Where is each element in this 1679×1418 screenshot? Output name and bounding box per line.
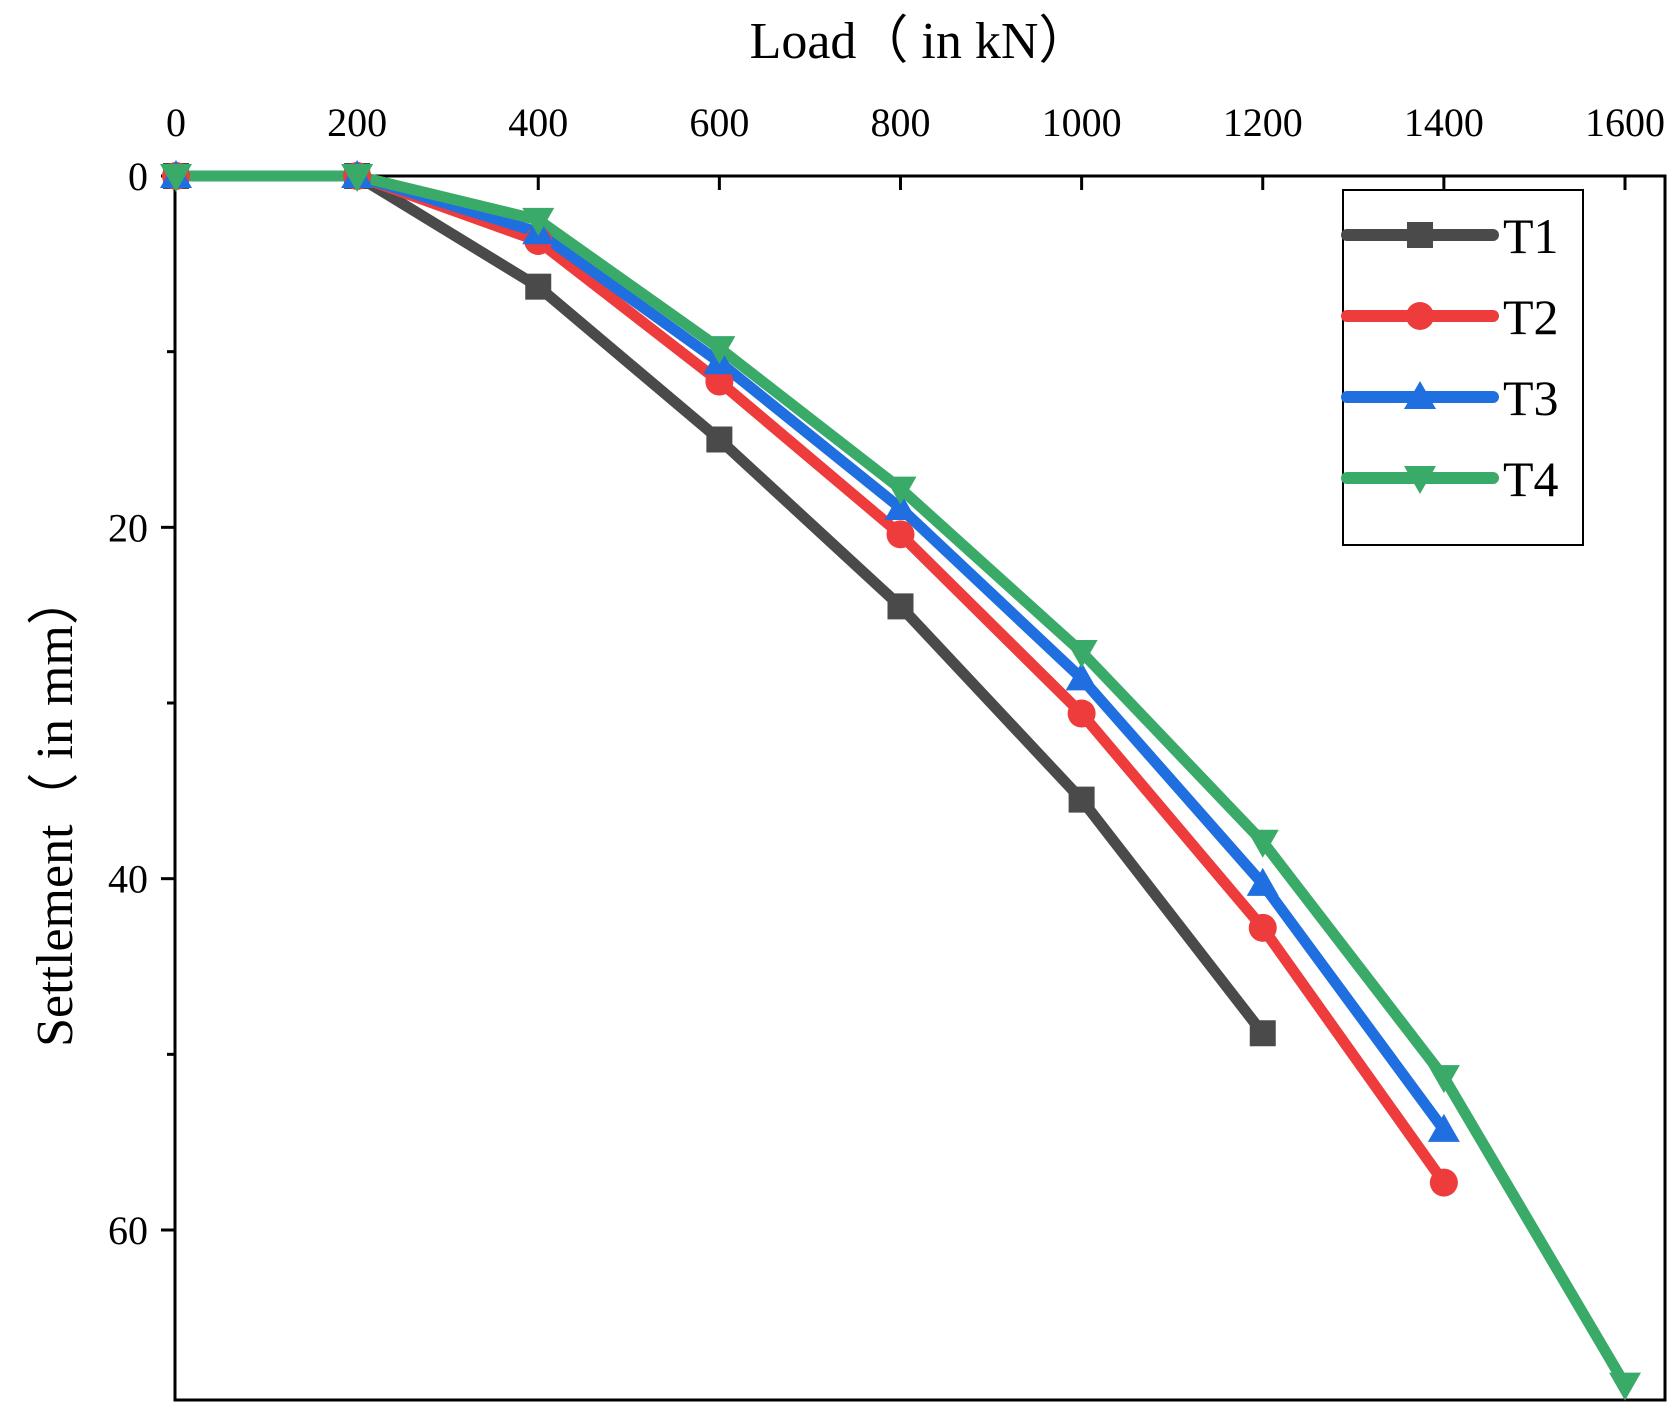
legend-marker-t1 (1407, 222, 1433, 248)
data-point-t3 (884, 492, 917, 521)
x-tick-label: 1000 (1042, 100, 1122, 145)
y-tick-label: 60 (108, 1208, 148, 1253)
legend: T1 T2 T3 T4 (1341, 189, 1584, 546)
data-point-t2 (1248, 913, 1277, 942)
y-tick-label: 0 (128, 154, 148, 199)
data-point-t4 (341, 164, 374, 192)
data-point-t2 (1429, 1168, 1458, 1197)
x-tick-label: 200 (327, 100, 387, 145)
legend-label-t4: T4 (1503, 451, 1559, 507)
axis-ticks: 0 200 400 600 800 1000 1200 1400 1600 0 20 40 60 (108, 100, 1665, 1253)
data-point-t1 (1249, 1020, 1276, 1047)
data-point-t1 (887, 593, 914, 620)
x-tick-label: 400 (508, 100, 568, 145)
legend-marker-t2 (1406, 302, 1434, 330)
y-tick-label: 20 (108, 505, 148, 550)
series-line-t3 (170, 170, 1450, 1136)
data-point-t4 (522, 207, 555, 236)
series-markers (160, 160, 1641, 1401)
series-line-t1 (170, 170, 1269, 1039)
x-tick-label: 1200 (1223, 100, 1303, 145)
legend-label-t2: T2 (1503, 289, 1559, 345)
x-axis-title: Load（ in kN） (750, 13, 1091, 70)
data-point-t4 (160, 164, 192, 192)
y-axis-title: Settlement（ in mm） (27, 573, 84, 1047)
data-point-t4 (1609, 1372, 1641, 1401)
y-tick-label: 40 (108, 857, 148, 902)
legend-box (1342, 189, 1584, 546)
data-point-t3 (1246, 867, 1279, 896)
x-tick-label: 1400 (1404, 100, 1484, 145)
data-point-t4 (1246, 829, 1279, 858)
x-tick-label: 1600 (1585, 100, 1665, 145)
data-point-t4 (1065, 640, 1098, 669)
data-point-t4 (1427, 1065, 1460, 1094)
x-tick-label: 0 (166, 100, 186, 145)
legend-marker-t3 (1404, 381, 1436, 409)
data-point-t1 (706, 426, 733, 453)
legend-marker-t4 (1404, 466, 1436, 494)
data-point-t1 (1068, 786, 1095, 813)
data-point-t4 (884, 476, 917, 505)
data-point-t4 (703, 336, 736, 365)
data-point-t2 (886, 520, 915, 549)
x-tick-label: 600 (689, 100, 749, 145)
data-point-t1 (525, 273, 552, 300)
x-tick-label: 800 (871, 100, 931, 145)
legend-label-t1: T1 (1503, 208, 1559, 264)
legend-label-t3: T3 (1503, 370, 1559, 426)
data-point-t3 (1065, 662, 1098, 691)
data-point-t2 (1067, 699, 1096, 728)
data-point-t2 (705, 367, 734, 396)
plot-frame (173, 174, 1667, 1402)
data-point-t3 (1427, 1113, 1460, 1142)
